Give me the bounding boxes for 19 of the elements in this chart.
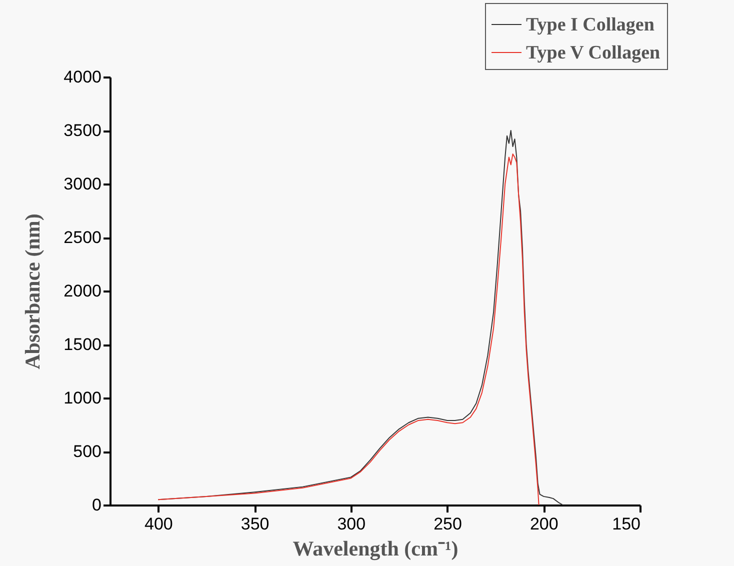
x-tick-label: 250 (434, 514, 462, 534)
y-tick-label: 1500 (64, 335, 102, 354)
x-tick-label: 200 (530, 514, 558, 534)
legend-label: Type I Collagen (526, 14, 655, 36)
x-tick-label: 300 (337, 514, 366, 534)
y-tick-label: 2000 (64, 282, 102, 300)
y-tick-label: 2500 (64, 228, 102, 247)
y-tick-label: 3000 (64, 174, 102, 194)
legend-label: Type V Collagen (526, 42, 661, 64)
y-tick-label: 3500 (64, 121, 102, 140)
x-tick-label: 400 (144, 514, 173, 534)
x-tick-label: 350 (240, 514, 270, 534)
x-tick-label: 150 (612, 514, 640, 534)
y-tick-label: 500 (73, 442, 102, 461)
x-axis-title: Wavelength (cm⁻¹) (292, 536, 458, 560)
y-tick-label: 4000 (64, 68, 102, 86)
y-tick-label: 1000 (64, 388, 102, 408)
y-axis-title: Absorbance (nm) (20, 214, 45, 370)
y-tick-label: 0 (92, 496, 102, 514)
